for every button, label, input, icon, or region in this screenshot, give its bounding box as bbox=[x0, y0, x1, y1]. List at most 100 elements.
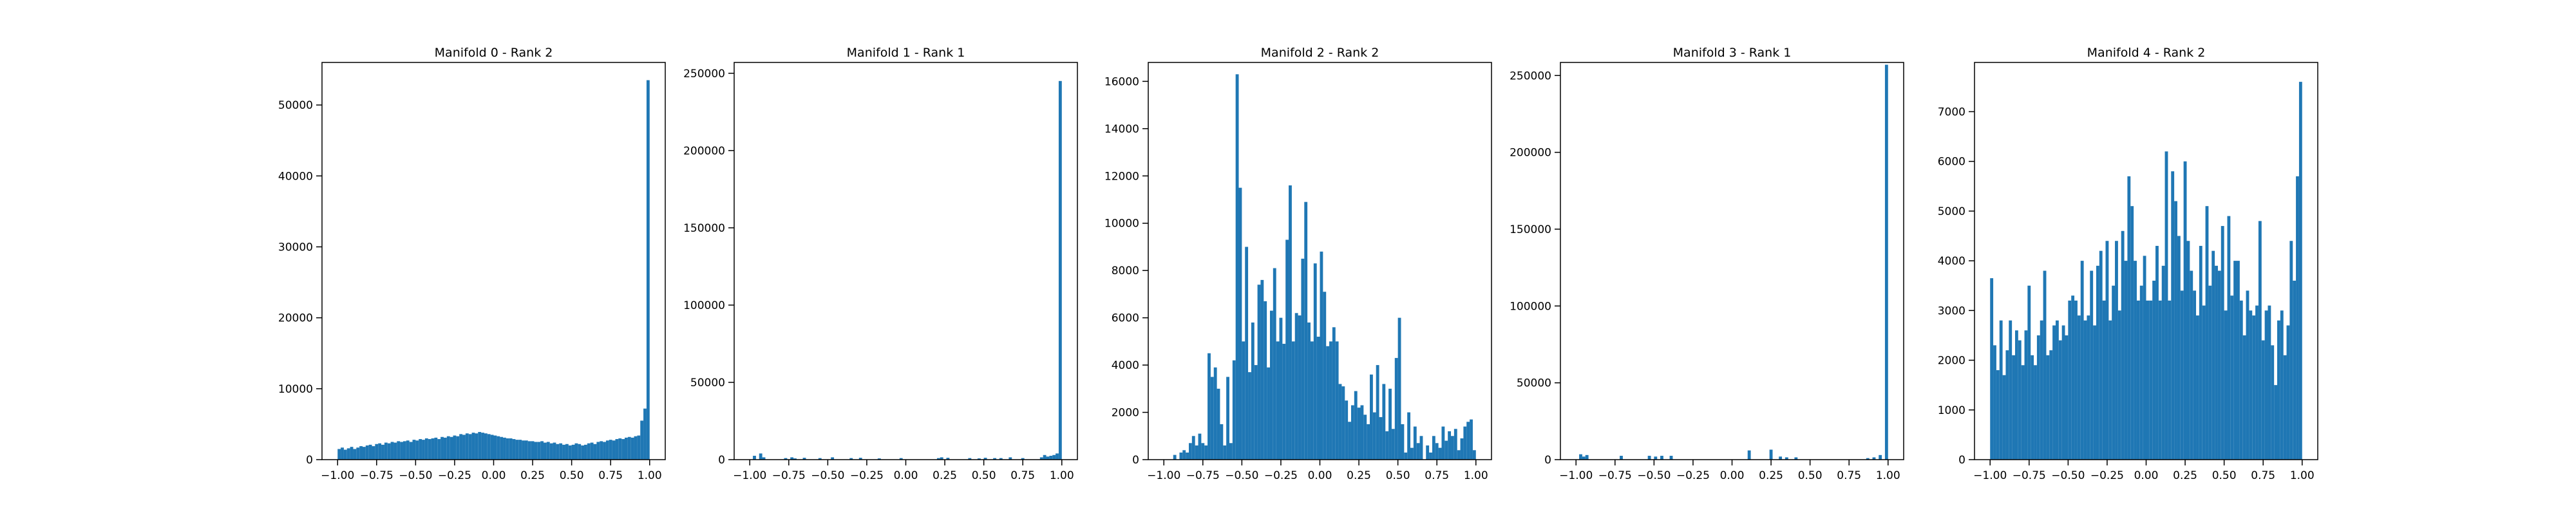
x-tick-label: −0.25 bbox=[1676, 469, 1710, 482]
bar bbox=[2171, 171, 2175, 460]
bar bbox=[1451, 436, 1454, 460]
bar bbox=[1294, 313, 1298, 460]
bar bbox=[2230, 295, 2234, 460]
bar bbox=[1188, 443, 1192, 460]
bar bbox=[1388, 388, 1392, 460]
bar bbox=[2224, 310, 2228, 460]
bar bbox=[1251, 322, 1255, 460]
bar bbox=[2242, 335, 2246, 460]
bar bbox=[424, 438, 428, 460]
bar bbox=[390, 442, 394, 460]
bar bbox=[1046, 456, 1050, 460]
bar bbox=[365, 445, 369, 460]
bar bbox=[1582, 456, 1586, 460]
bar bbox=[2027, 285, 2031, 460]
bar bbox=[2164, 151, 2168, 460]
bar bbox=[409, 442, 413, 460]
bar bbox=[2040, 320, 2043, 460]
bar bbox=[2199, 245, 2202, 460]
bar bbox=[1426, 445, 1430, 460]
bar bbox=[627, 436, 631, 460]
bar bbox=[2280, 310, 2284, 460]
bar bbox=[2061, 325, 2065, 460]
bar bbox=[1291, 341, 1295, 460]
bar bbox=[546, 442, 550, 460]
bar bbox=[1457, 450, 1461, 460]
bar bbox=[2249, 310, 2253, 460]
bar bbox=[1999, 320, 2003, 460]
bar bbox=[346, 448, 350, 460]
bar bbox=[1391, 429, 1395, 460]
bar bbox=[1990, 278, 1994, 460]
y-tick-label: 1000 bbox=[1938, 404, 1965, 417]
bar bbox=[422, 440, 425, 460]
bar bbox=[487, 434, 491, 460]
x-tick-label: 0.50 bbox=[1798, 469, 1823, 482]
bar bbox=[1404, 452, 1408, 460]
x-tick-label: −0.75 bbox=[2012, 469, 2046, 482]
x-tick-label: 0.50 bbox=[972, 469, 996, 482]
bar bbox=[350, 447, 354, 460]
bar bbox=[393, 442, 397, 460]
bar bbox=[1313, 263, 1317, 460]
bar bbox=[1354, 391, 1358, 460]
y-tick-label: 0 bbox=[1132, 454, 1139, 467]
chart-title: Manifold 4 - Rank 2 bbox=[2087, 46, 2206, 60]
x-tick-label: 0.75 bbox=[2251, 469, 2275, 482]
y-tick-label: 7000 bbox=[1938, 106, 1965, 118]
bar bbox=[2283, 355, 2287, 460]
bar bbox=[2096, 265, 2099, 460]
bar bbox=[450, 436, 453, 460]
bar bbox=[431, 438, 435, 460]
bar bbox=[2227, 216, 2231, 460]
x-tick-label: −0.75 bbox=[1186, 469, 1220, 482]
bar bbox=[1866, 458, 1870, 460]
bar bbox=[1357, 407, 1361, 460]
bar bbox=[400, 442, 403, 460]
bar bbox=[2237, 261, 2240, 460]
bar bbox=[2271, 345, 2275, 460]
bar bbox=[2233, 261, 2237, 460]
y-tick-label: 2000 bbox=[1938, 355, 1965, 368]
bar bbox=[1660, 456, 1663, 460]
y-tick-label: 250000 bbox=[683, 68, 725, 80]
bar bbox=[1360, 405, 1364, 460]
y-tick-label: 6000 bbox=[1112, 312, 1139, 325]
bar bbox=[2208, 285, 2212, 460]
y-tick-label: 6000 bbox=[1938, 156, 1965, 169]
y-tick-label: 40000 bbox=[278, 170, 313, 183]
bar bbox=[977, 458, 981, 460]
bar bbox=[1248, 372, 1251, 460]
bar bbox=[1049, 455, 1053, 460]
bar bbox=[553, 442, 556, 460]
bar bbox=[2031, 355, 2034, 460]
bar bbox=[1056, 453, 1059, 460]
bar bbox=[793, 458, 797, 460]
bar bbox=[946, 458, 950, 460]
x-tick-label: 0.50 bbox=[560, 469, 584, 482]
x-tick-label: 1.00 bbox=[1464, 469, 1488, 482]
bar bbox=[384, 442, 388, 460]
bar bbox=[1463, 426, 1467, 460]
bar bbox=[2239, 300, 2243, 460]
bar bbox=[1208, 353, 1211, 460]
bar bbox=[1191, 436, 1195, 460]
bar bbox=[759, 453, 762, 460]
bar bbox=[849, 458, 853, 460]
bar bbox=[1304, 201, 1308, 460]
bar bbox=[1410, 447, 1414, 460]
x-tick-label: −0.25 bbox=[2090, 469, 2124, 482]
bar bbox=[1264, 301, 1267, 460]
bar bbox=[534, 442, 538, 460]
bar bbox=[372, 446, 375, 460]
bar bbox=[2012, 355, 2015, 460]
x-tick-label: 0.75 bbox=[598, 469, 623, 482]
bar bbox=[2221, 226, 2224, 460]
x-tick-label: 0.00 bbox=[1308, 469, 1332, 482]
y-tick-label: 10000 bbox=[1104, 218, 1139, 230]
bar bbox=[2055, 320, 2059, 460]
bar bbox=[343, 449, 347, 460]
bar bbox=[2014, 330, 2018, 460]
bar bbox=[1397, 317, 1401, 460]
y-tick-label: 14000 bbox=[1104, 123, 1139, 136]
